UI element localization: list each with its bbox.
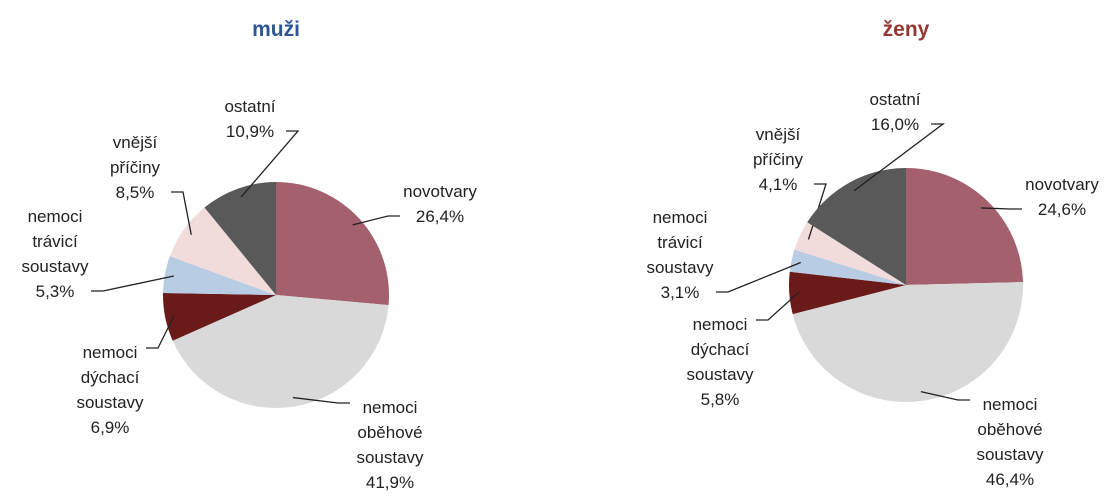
slice-label: vnější příčiny: [753, 125, 804, 169]
label-line: příčiny: [753, 150, 804, 169]
value-label: 8,5%: [116, 183, 155, 202]
chart-title: muži: [252, 18, 300, 41]
slice-label: novotvary: [1025, 175, 1099, 194]
label-line: příčiny: [110, 158, 161, 177]
value-label: 10,9%: [226, 122, 274, 141]
label-line: nemoci: [983, 395, 1038, 414]
value-label: 4,1%: [759, 175, 798, 194]
leader-line: [853, 123, 945, 192]
leader-line: [352, 215, 400, 226]
label-line: trávicí: [657, 233, 703, 252]
label-line: vnější: [756, 125, 801, 144]
slice-label: ostatní: [869, 90, 920, 109]
label-line: nemoci: [83, 343, 138, 362]
label-line: dýchací: [81, 368, 140, 387]
leader-line: [981, 207, 1022, 210]
leader-line: [756, 291, 800, 321]
label-line: novotvary: [403, 182, 477, 201]
value-label: 46,4%: [986, 470, 1034, 489]
pie-slice: [169, 207, 276, 295]
label-line: soustavy: [76, 393, 144, 412]
label-line: novotvary: [1025, 175, 1099, 194]
leader-line: [91, 275, 174, 292]
label-line: dýchací: [691, 340, 750, 359]
leader-line: [292, 396, 350, 404]
label-line: nemoci: [363, 398, 418, 417]
pie-slice: [163, 256, 276, 295]
label-line: soustavy: [976, 445, 1044, 464]
label-line: soustavy: [21, 257, 89, 276]
slice-label: nemoci trávicí soustavy: [21, 207, 89, 276]
slice-label: vnější příčiny: [110, 133, 161, 177]
label-line: oběhové: [977, 420, 1042, 439]
value-label: 5,8%: [701, 390, 740, 409]
value-label: 3,1%: [661, 283, 700, 302]
label-line: ostatní: [869, 90, 920, 109]
value-label: 6,9%: [91, 418, 130, 437]
slice-label: nemoci oběhové soustavy: [976, 395, 1044, 464]
pie-slice: [789, 249, 906, 285]
leader-line: [920, 390, 970, 401]
label-line: nemoci: [28, 207, 83, 226]
slice-label: nemoci trávicí soustavy: [646, 208, 714, 277]
label-line: oběhové: [357, 423, 422, 442]
label-line: soustavy: [686, 365, 754, 384]
value-label: 16,0%: [871, 115, 919, 134]
pie-slice: [276, 182, 389, 306]
slice-label: nemoci oběhové soustavy: [356, 398, 424, 467]
leader-line: [240, 130, 300, 198]
value-label: 5,3%: [36, 282, 75, 301]
chart-title: ženy: [883, 18, 930, 41]
label-line: ostatní: [224, 97, 275, 116]
leader-line: [171, 191, 192, 235]
slice-label: novotvary: [403, 182, 477, 201]
pie-slice: [807, 168, 906, 285]
label-line: trávicí: [32, 232, 78, 251]
label-line: nemoci: [693, 315, 748, 334]
pie-slice: [794, 222, 906, 285]
pie-slice: [204, 182, 276, 295]
slice-label: ostatní: [224, 97, 275, 116]
value-label: 24,6%: [1038, 200, 1086, 219]
label-line: soustavy: [356, 448, 424, 467]
leader-line: [716, 261, 801, 293]
slice-label: nemoci dýchací soustavy: [76, 343, 144, 412]
label-line: nemoci: [653, 208, 708, 227]
value-label: 26,4%: [416, 207, 464, 226]
pie-slice: [792, 282, 1024, 403]
pie-slice: [163, 293, 276, 341]
leader-line: [146, 315, 175, 349]
label-line: soustavy: [646, 258, 714, 277]
pie-slice: [906, 168, 1023, 285]
label-line: vnější: [113, 133, 158, 152]
pie-slice: [172, 295, 389, 408]
slice-label: nemoci dýchací soustavy: [686, 315, 754, 384]
value-label: 41,9%: [366, 473, 414, 492]
pie-slice: [789, 271, 906, 315]
